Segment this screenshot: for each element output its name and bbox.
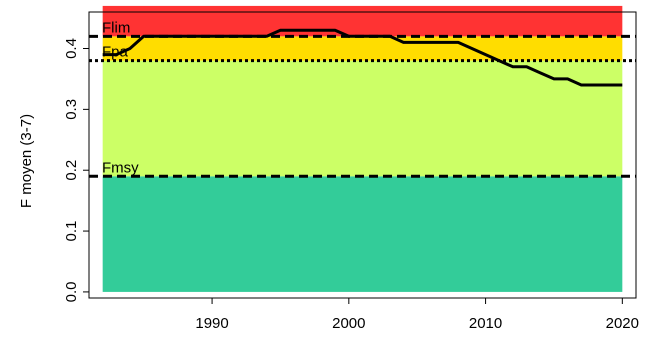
x-tick-label: 1990	[195, 315, 228, 332]
x-axis: 1990 2000 2010 2020	[195, 297, 639, 332]
y-tick-label: 0.1	[63, 221, 80, 242]
y-tick-label: 0.3	[63, 99, 80, 120]
refline-label-fpa: Fpa	[102, 44, 129, 61]
zone-lightgreen	[102, 60, 623, 177]
zone-yellow	[102, 36, 623, 61]
x-tick-label: 2010	[469, 315, 502, 332]
y-tick-label: 0.0	[63, 281, 80, 302]
y-tick-label: 0.4	[63, 38, 80, 59]
zones-layer	[102, 5, 623, 292]
series-line-0	[102, 28, 623, 87]
series-layer	[102, 28, 623, 87]
zone-green	[102, 176, 623, 292]
refline-label-fmsy: Fmsy	[102, 159, 139, 176]
y-tick-label: 0.2	[63, 160, 80, 181]
y-axis: 0.0 0.1 0.2 0.3 0.4	[63, 38, 90, 302]
x-tick-label: 2000	[332, 315, 365, 332]
x-tick-label: 2020	[606, 315, 639, 332]
zone-red	[102, 5, 623, 37]
y-axis-title: F moyen (3-7)	[18, 114, 35, 208]
refline-label-flim: Flim	[102, 19, 130, 36]
